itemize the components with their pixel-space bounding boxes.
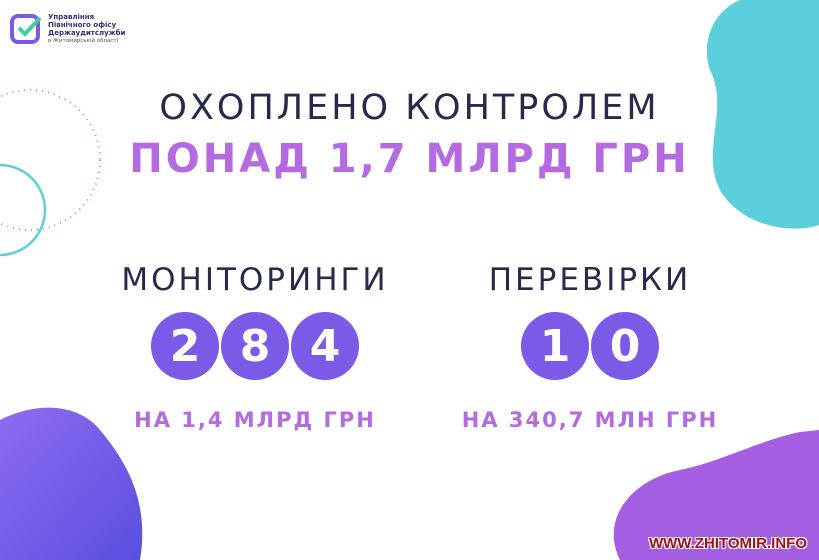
logo-line: Управління bbox=[48, 13, 95, 21]
teal-blob bbox=[706, 0, 819, 229]
inspections-count: 1 0 bbox=[425, 312, 755, 380]
logo-line: Держаудитслужби bbox=[48, 29, 126, 37]
digit: 0 bbox=[591, 312, 659, 380]
digit: 4 bbox=[291, 312, 359, 380]
logo-check-icon bbox=[10, 14, 42, 44]
headline-line2: ПОНАД 1,7 МЛРД ГРН bbox=[129, 136, 690, 182]
logo-line: Північного офісу bbox=[48, 21, 117, 29]
blue-blob bbox=[0, 407, 143, 560]
inspections-block: ПЕРЕВІРКИ 1 0 НА 340,7 МЛН ГРН bbox=[425, 262, 755, 432]
digit: 2 bbox=[151, 312, 219, 380]
digit: 8 bbox=[221, 312, 289, 380]
logo-subline: в Житомирській області bbox=[48, 38, 119, 44]
digit: 1 bbox=[521, 312, 589, 380]
monitoring-count: 2 8 4 bbox=[90, 312, 420, 380]
inspections-label: ПЕРЕВІРКИ bbox=[488, 262, 692, 298]
monitoring-label: МОНІТОРИНГИ bbox=[121, 262, 389, 298]
monitoring-block: МОНІТОРИНГИ 2 8 4 НА 1,4 МЛРД ГРН bbox=[90, 262, 420, 432]
purple-blob bbox=[613, 430, 819, 560]
teal-ring bbox=[0, 163, 47, 257]
watermark: WWW.ZHITOMIR.INFO bbox=[648, 535, 807, 552]
inspections-amount: НА 340,7 МЛН ГРН bbox=[461, 408, 719, 432]
dotted-circle bbox=[0, 89, 101, 231]
headline-line1: ОХОПЛЕНО КОНТРОЛЕМ bbox=[159, 88, 660, 128]
monitoring-amount: НА 1,4 МЛРД ГРН bbox=[134, 408, 376, 432]
logo-text: Управління Північного офісу Держаудитслу… bbox=[48, 13, 125, 45]
